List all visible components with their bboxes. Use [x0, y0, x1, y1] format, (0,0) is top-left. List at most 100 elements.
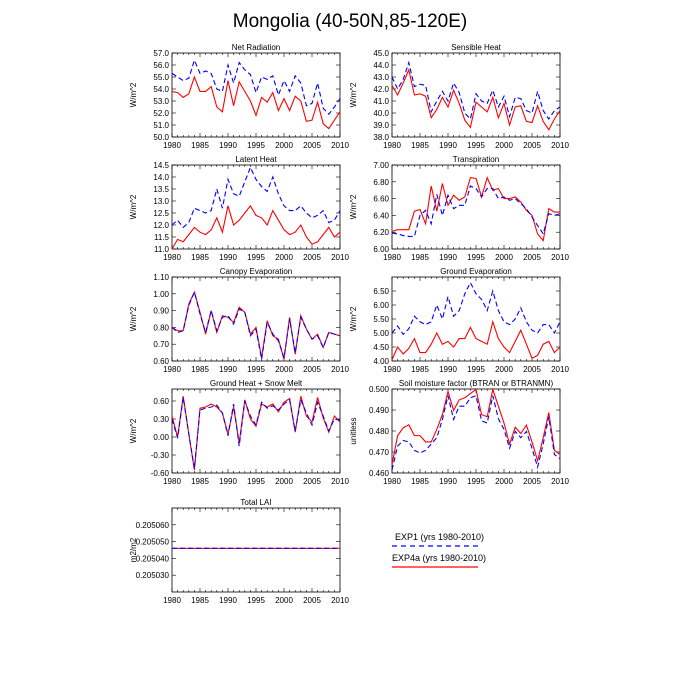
- series-line-exp1: [171, 290, 341, 360]
- x-tick-label: 1995: [467, 253, 485, 262]
- series-line-exp4a: [391, 68, 561, 131]
- y-tick-label: 40.0: [373, 109, 389, 118]
- y-tick-label: 42.0: [373, 85, 389, 94]
- plot-frame: [171, 507, 341, 593]
- x-tick-label: 1985: [191, 253, 209, 262]
- x-tick-label: 1980: [383, 477, 401, 486]
- y-tick-label: 13.0: [153, 197, 169, 206]
- y-tick-label: 0.30: [153, 415, 169, 424]
- y-tick-label: 0.460: [369, 469, 390, 478]
- panel-ground-evaporation: Ground Evaporation W/m^2 1980 1985 1990 1995 2…: [349, 267, 569, 374]
- y-tick-label: 0.80: [153, 323, 169, 332]
- panel-net-radiation: Net Radiation W/m^2 1980 1985 1990 1995 2000 20…: [129, 43, 349, 150]
- y-tick-label: 50.0: [153, 133, 169, 142]
- x-tick-label: 2005: [523, 253, 541, 262]
- x-tick-label: 2005: [523, 477, 541, 486]
- y-axis-label: m2/m2: [129, 537, 138, 562]
- x-tick-label: 2000: [495, 253, 513, 262]
- y-tick-label: 11.5: [154, 233, 170, 242]
- y-tick-label: 0.470: [369, 448, 390, 457]
- y-tick-label: 41.0: [373, 97, 389, 106]
- plot-frame: [391, 164, 561, 250]
- x-tick-label: 2000: [275, 141, 293, 150]
- panel-title: Canopy Evaporation: [220, 267, 293, 276]
- y-tick-label: 0.205040: [136, 554, 170, 563]
- x-tick-label: 1985: [411, 365, 429, 374]
- series-line-exp4a: [171, 396, 341, 471]
- y-tick-label: 45.0: [373, 49, 389, 58]
- x-tick-label: 1990: [219, 253, 237, 262]
- x-tick-label: 2005: [303, 141, 321, 150]
- y-tick-label: 14.0: [153, 173, 169, 182]
- panel-title: Ground Evaporation: [440, 267, 512, 276]
- x-tick-label: 2010: [331, 477, 349, 486]
- x-tick-label: 1995: [247, 596, 265, 605]
- series-line-exp1: [391, 185, 561, 237]
- y-tick-label: 56.0: [153, 61, 169, 70]
- x-tick-label: 2005: [303, 253, 321, 262]
- series-line-exp1: [171, 166, 341, 229]
- x-tick-label: 2005: [303, 365, 321, 374]
- y-tick-label: 0.60: [153, 357, 169, 366]
- panel-latent-heat: Latent Heat W/m^2 1980 1985 1990 1995 2000 2005…: [129, 155, 349, 262]
- y-axis-label: W/m^2: [349, 306, 358, 331]
- y-axis-label: W/m^2: [129, 306, 138, 331]
- y-tick-label: 0.205060: [136, 521, 170, 530]
- x-tick-label: 1980: [383, 253, 401, 262]
- y-tick-label: 44.0: [373, 61, 389, 70]
- series-line-exp1: [391, 60, 561, 121]
- x-tick-label: 1980: [163, 477, 181, 486]
- series-line-exp4a: [171, 204, 341, 250]
- x-tick-label: 1995: [467, 141, 485, 150]
- y-tick-label: 6.00: [373, 245, 389, 254]
- x-tick-label: 2000: [275, 596, 293, 605]
- panel-transpiration: Transpiration W/m^2 1980 1985 1990 1995 2000 20…: [349, 155, 569, 262]
- plot-frame: [171, 164, 341, 250]
- x-tick-label: 1990: [219, 477, 237, 486]
- y-tick-label: -0.60: [151, 469, 170, 478]
- panel-title: Total LAI: [240, 498, 271, 507]
- panel-title: Ground Heat + Snow Melt: [210, 379, 303, 388]
- x-tick-label: 2000: [275, 365, 293, 374]
- plot-frame: [391, 52, 561, 138]
- x-tick-label: 2000: [495, 141, 513, 150]
- x-tick-label: 1990: [219, 365, 237, 374]
- y-tick-label: 51.0: [153, 121, 169, 130]
- x-tick-label: 2005: [523, 365, 541, 374]
- x-tick-label: 1990: [439, 365, 457, 374]
- y-tick-label: 0.205030: [136, 571, 170, 580]
- y-tick-label: 4.00: [373, 357, 389, 366]
- x-tick-label: 2010: [331, 141, 349, 150]
- x-tick-label: 2005: [303, 596, 321, 605]
- x-tick-label: 1990: [219, 596, 237, 605]
- x-tick-label: 1985: [191, 477, 209, 486]
- y-tick-label: 0.00: [153, 433, 169, 442]
- y-tick-label: 0.480: [369, 427, 390, 436]
- x-tick-label: 2010: [331, 596, 349, 605]
- y-axis-label: W/m^2: [129, 418, 138, 443]
- x-tick-label: 1990: [439, 253, 457, 262]
- y-axis-label: W/m^2: [349, 194, 358, 219]
- y-tick-label: 57.0: [153, 49, 169, 58]
- y-axis-label: unitless: [349, 417, 358, 444]
- y-tick-label: 12.0: [153, 221, 169, 230]
- y-tick-label: 1.00: [153, 290, 169, 299]
- y-tick-label: 6.80: [373, 178, 389, 187]
- x-tick-label: 2000: [495, 365, 513, 374]
- panel-soil-moisture-factor-btran-or-btranmn: Soil moisture factor (BTRAN or BTRANMN) u…: [349, 379, 569, 486]
- panel-title: Latent Heat: [235, 155, 277, 164]
- plot-frame: [391, 388, 561, 474]
- series-line-exp1: [171, 58, 341, 116]
- y-tick-label: 0.70: [153, 340, 169, 349]
- x-tick-label: 2010: [331, 253, 349, 262]
- series-line-exp4a: [391, 319, 561, 360]
- y-tick-label: 53.0: [153, 97, 169, 106]
- x-tick-label: 1980: [163, 141, 181, 150]
- panel-title: Soil moisture factor (BTRAN or BTRANMN): [399, 379, 554, 388]
- panel-ground-heat-snow-melt: Ground Heat + Snow Melt W/m^2 1980 1985 1990…: [129, 379, 349, 486]
- y-tick-label: 5.50: [373, 315, 389, 324]
- y-tick-label: -0.30: [151, 451, 170, 460]
- x-tick-label: 1980: [163, 365, 181, 374]
- x-tick-label: 2010: [551, 365, 569, 374]
- x-tick-label: 1990: [219, 141, 237, 150]
